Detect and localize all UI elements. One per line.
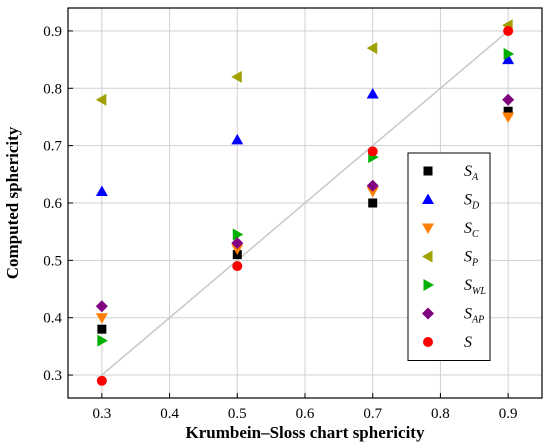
x-tick-label: 0.5 — [228, 406, 247, 422]
point-s-wl — [503, 47, 515, 60]
legend-label-p: SP — [464, 249, 478, 269]
point-s-c — [366, 187, 379, 198]
point-s-a — [368, 198, 378, 208]
point-s-d — [366, 88, 379, 99]
point-s-wl — [232, 228, 244, 241]
legend-marker-ap — [422, 307, 434, 320]
x-tick-label: 0.6 — [296, 406, 315, 422]
point-s-wl — [97, 334, 108, 347]
axis-ticks: 0.3 0.4 0.5 0.6 0.7 0.8 0.9 0.3 0.4 0.5 0.6 0.7 0.8 0… — [43, 24, 517, 422]
legend-marker-plain — [423, 337, 433, 347]
legend-label-wl: SWL — [464, 277, 486, 297]
x-tick-label: 0.9 — [499, 406, 518, 422]
point-s-c — [502, 112, 515, 123]
x-tick-label: 0.4 — [160, 406, 179, 422]
x-tick-label: 0.7 — [363, 406, 382, 422]
legend-label-d: SD — [464, 192, 480, 212]
legend-label-c: SC — [464, 220, 479, 240]
y-tick-label: 0.6 — [43, 196, 62, 212]
point-s-p — [95, 93, 107, 106]
point-s-a — [97, 324, 107, 334]
y-axis-title: Computed sphericity — [3, 126, 22, 279]
point-s-plain — [503, 25, 514, 36]
point-s-c — [231, 244, 244, 255]
data-points — [95, 19, 515, 386]
point-s-d — [231, 133, 244, 145]
point-s-c — [95, 313, 108, 324]
legend-label-ap: SAP — [464, 306, 484, 326]
x-axis-title: Krumbein–Sloss chart sphericity — [186, 423, 425, 442]
point-s-d — [95, 185, 108, 197]
point-s-p — [231, 70, 242, 83]
reference-line-layer — [101, 30, 509, 376]
y-tick-label: 0.4 — [43, 311, 62, 327]
point-s-plain — [232, 261, 243, 272]
point-s-ap — [231, 237, 244, 250]
y-tick-label: 0.8 — [43, 81, 62, 97]
legend-marker-c — [422, 223, 434, 234]
y-tick-label: 0.3 — [43, 368, 62, 384]
point-s-a — [503, 106, 513, 116]
legend-marker-a — [423, 166, 433, 176]
x-tick-label: 0.8 — [431, 406, 450, 422]
reference-line — [101, 30, 509, 376]
x-tick-label: 0.3 — [92, 406, 111, 422]
legend-marker-wl — [423, 279, 434, 291]
legend-marker-d — [422, 193, 434, 204]
y-tick-label: 0.5 — [43, 253, 62, 269]
legend: SA SD SC SP SWL SAP S — [407, 152, 491, 361]
point-s-d — [502, 53, 515, 65]
y-tick-label: 0.7 — [43, 139, 62, 155]
legend-marker-p — [422, 250, 433, 263]
point-s-ap — [366, 179, 379, 192]
point-s-p — [366, 42, 378, 55]
point-s-ap — [95, 300, 108, 313]
y-tick-label: 0.9 — [43, 24, 62, 40]
legend-label-a: SA — [464, 163, 479, 183]
point-s-plain — [96, 375, 107, 386]
legend-box — [407, 152, 491, 361]
point-s-ap — [502, 93, 515, 106]
legend-label-plain: S — [464, 334, 472, 351]
point-s-plain — [367, 146, 378, 157]
